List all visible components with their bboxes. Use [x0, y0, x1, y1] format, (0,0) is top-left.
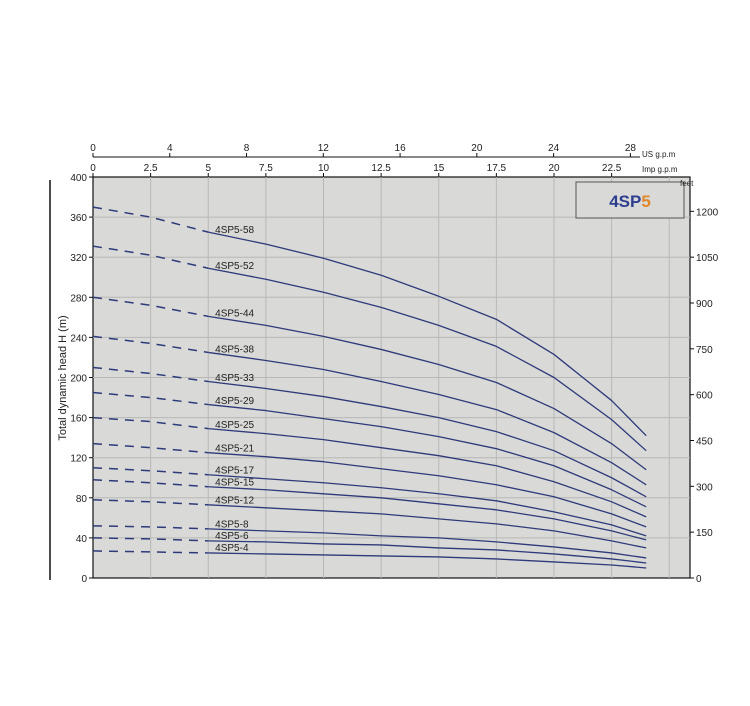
- curve-label: 4SP5-8: [215, 519, 249, 530]
- curve-label: 4SP5-21: [215, 444, 254, 455]
- curve-dashed-segment: [92, 335, 209, 354]
- y-tick-label: 80: [76, 494, 88, 505]
- curve-solid-segment: [208, 231, 647, 437]
- y2-tick-label: 1200: [696, 207, 719, 218]
- x-top-tick-label: 16: [395, 143, 407, 154]
- y2-tick-label: 750: [696, 345, 713, 356]
- svg-text:4SP5: 4SP5: [609, 192, 651, 211]
- y-tick-label: 120: [70, 454, 87, 465]
- curve-solid-segment: [208, 486, 647, 541]
- y-tick-label: 400: [70, 173, 87, 184]
- curve-label: 4SP5-29: [215, 396, 254, 407]
- curve-dashed-segment: [92, 366, 209, 383]
- x-top-tick-label: 4: [167, 143, 173, 154]
- curve-solid-segment: [208, 552, 647, 569]
- curve-solid-segment: [208, 315, 647, 471]
- y-tick-label: 0: [81, 574, 87, 585]
- curve-solid-segment: [208, 504, 647, 549]
- model-title-box: 4SP5: [575, 181, 685, 219]
- curve-dashed-segment: [92, 525, 209, 530]
- curve-solid-segment: [208, 403, 647, 508]
- x-tick-label: 7.5: [259, 163, 273, 174]
- curve-solid-segment: [208, 267, 647, 452]
- x-tick-label: 10: [318, 163, 330, 174]
- curve-solid-segment: [208, 380, 647, 498]
- curve-label: 4SP5-4: [215, 543, 249, 554]
- x-tick-label: 12.5: [371, 163, 391, 174]
- curve-label: 4SP5-44: [215, 309, 254, 320]
- x-top-axis-unit: US g.p.m: [642, 150, 676, 159]
- y2-tick-label: 150: [696, 528, 713, 539]
- x-top-tick-label: 20: [471, 143, 483, 154]
- curve-label: 4SP5-58: [215, 225, 254, 236]
- curve-dashed-segment: [92, 499, 209, 506]
- curve-solid-segment: [208, 528, 647, 559]
- curve-label: 4SP5-17: [215, 466, 254, 477]
- y-tick-label: 200: [70, 374, 87, 385]
- x-tick-label: 22.5: [602, 163, 622, 174]
- curve-label: 4SP5-12: [215, 496, 254, 507]
- x-top-tick-label: 0: [90, 143, 96, 154]
- curve-label: 4SP5-38: [215, 344, 254, 355]
- curve-dashed-segment: [92, 466, 209, 476]
- y-axis-label: Total dynamic head H (m): [57, 315, 69, 440]
- y-tick-label: 280: [70, 293, 87, 304]
- x-tick-label: 2.5: [144, 163, 158, 174]
- x-tick-label: 15: [433, 163, 445, 174]
- x-axis-unit: Imp g.p.m: [642, 165, 678, 174]
- curve-solid-segment: [208, 452, 647, 528]
- curve-dashed-segment: [92, 479, 209, 488]
- x-top-tick-label: 24: [548, 143, 560, 154]
- curve-dashed-segment: [92, 442, 209, 454]
- curve-solid-segment: [208, 427, 647, 518]
- x-top-tick-label: 8: [244, 143, 250, 154]
- title-suffix: 5: [641, 192, 650, 211]
- curve-solid-segment: [208, 474, 647, 537]
- y2-tick-label: 450: [696, 436, 713, 447]
- curve-label: 4SP5-15: [215, 477, 254, 488]
- curve-dashed-segment: [92, 416, 209, 430]
- y-tick-label: 320: [70, 253, 87, 264]
- title-prefix: 4SP: [609, 192, 641, 211]
- x-tick-label: 0: [90, 163, 96, 174]
- y-tick-label: 240: [70, 333, 87, 344]
- y2-tick-label: 300: [696, 482, 713, 493]
- x-tick-label: 17.5: [487, 163, 507, 174]
- curve-solid-segment: [208, 351, 647, 486]
- curve-label: 4SP5-33: [215, 373, 254, 384]
- curve-dashed-segment: [92, 550, 209, 554]
- y2-tick-label: 600: [696, 391, 713, 402]
- y-tick-label: 160: [70, 414, 87, 425]
- curve-dashed-segment: [92, 206, 209, 233]
- y-tick-label: 360: [70, 213, 87, 224]
- y-tick-label: 40: [76, 534, 88, 545]
- curve-label: 4SP5-6: [215, 531, 249, 542]
- x-top-tick-label: 12: [318, 143, 330, 154]
- curve-dashed-segment: [92, 245, 209, 269]
- curve-dashed-segment: [92, 537, 209, 542]
- x-top-tick-label: 28: [625, 143, 637, 154]
- y2-tick-label: 1050: [696, 253, 719, 264]
- x-tick-label: 20: [548, 163, 560, 174]
- y2-axis-unit: feet: [680, 179, 694, 188]
- x-tick-label: 5: [205, 163, 211, 174]
- curve-solid-segment: [208, 540, 647, 564]
- curve-dashed-segment: [92, 296, 209, 318]
- y2-tick-label: 900: [696, 299, 713, 310]
- curve-label: 4SP5-52: [215, 261, 254, 272]
- curve-label: 4SP5-25: [215, 420, 254, 431]
- curve-dashed-segment: [92, 391, 209, 406]
- y2-tick-label: 0: [696, 574, 702, 585]
